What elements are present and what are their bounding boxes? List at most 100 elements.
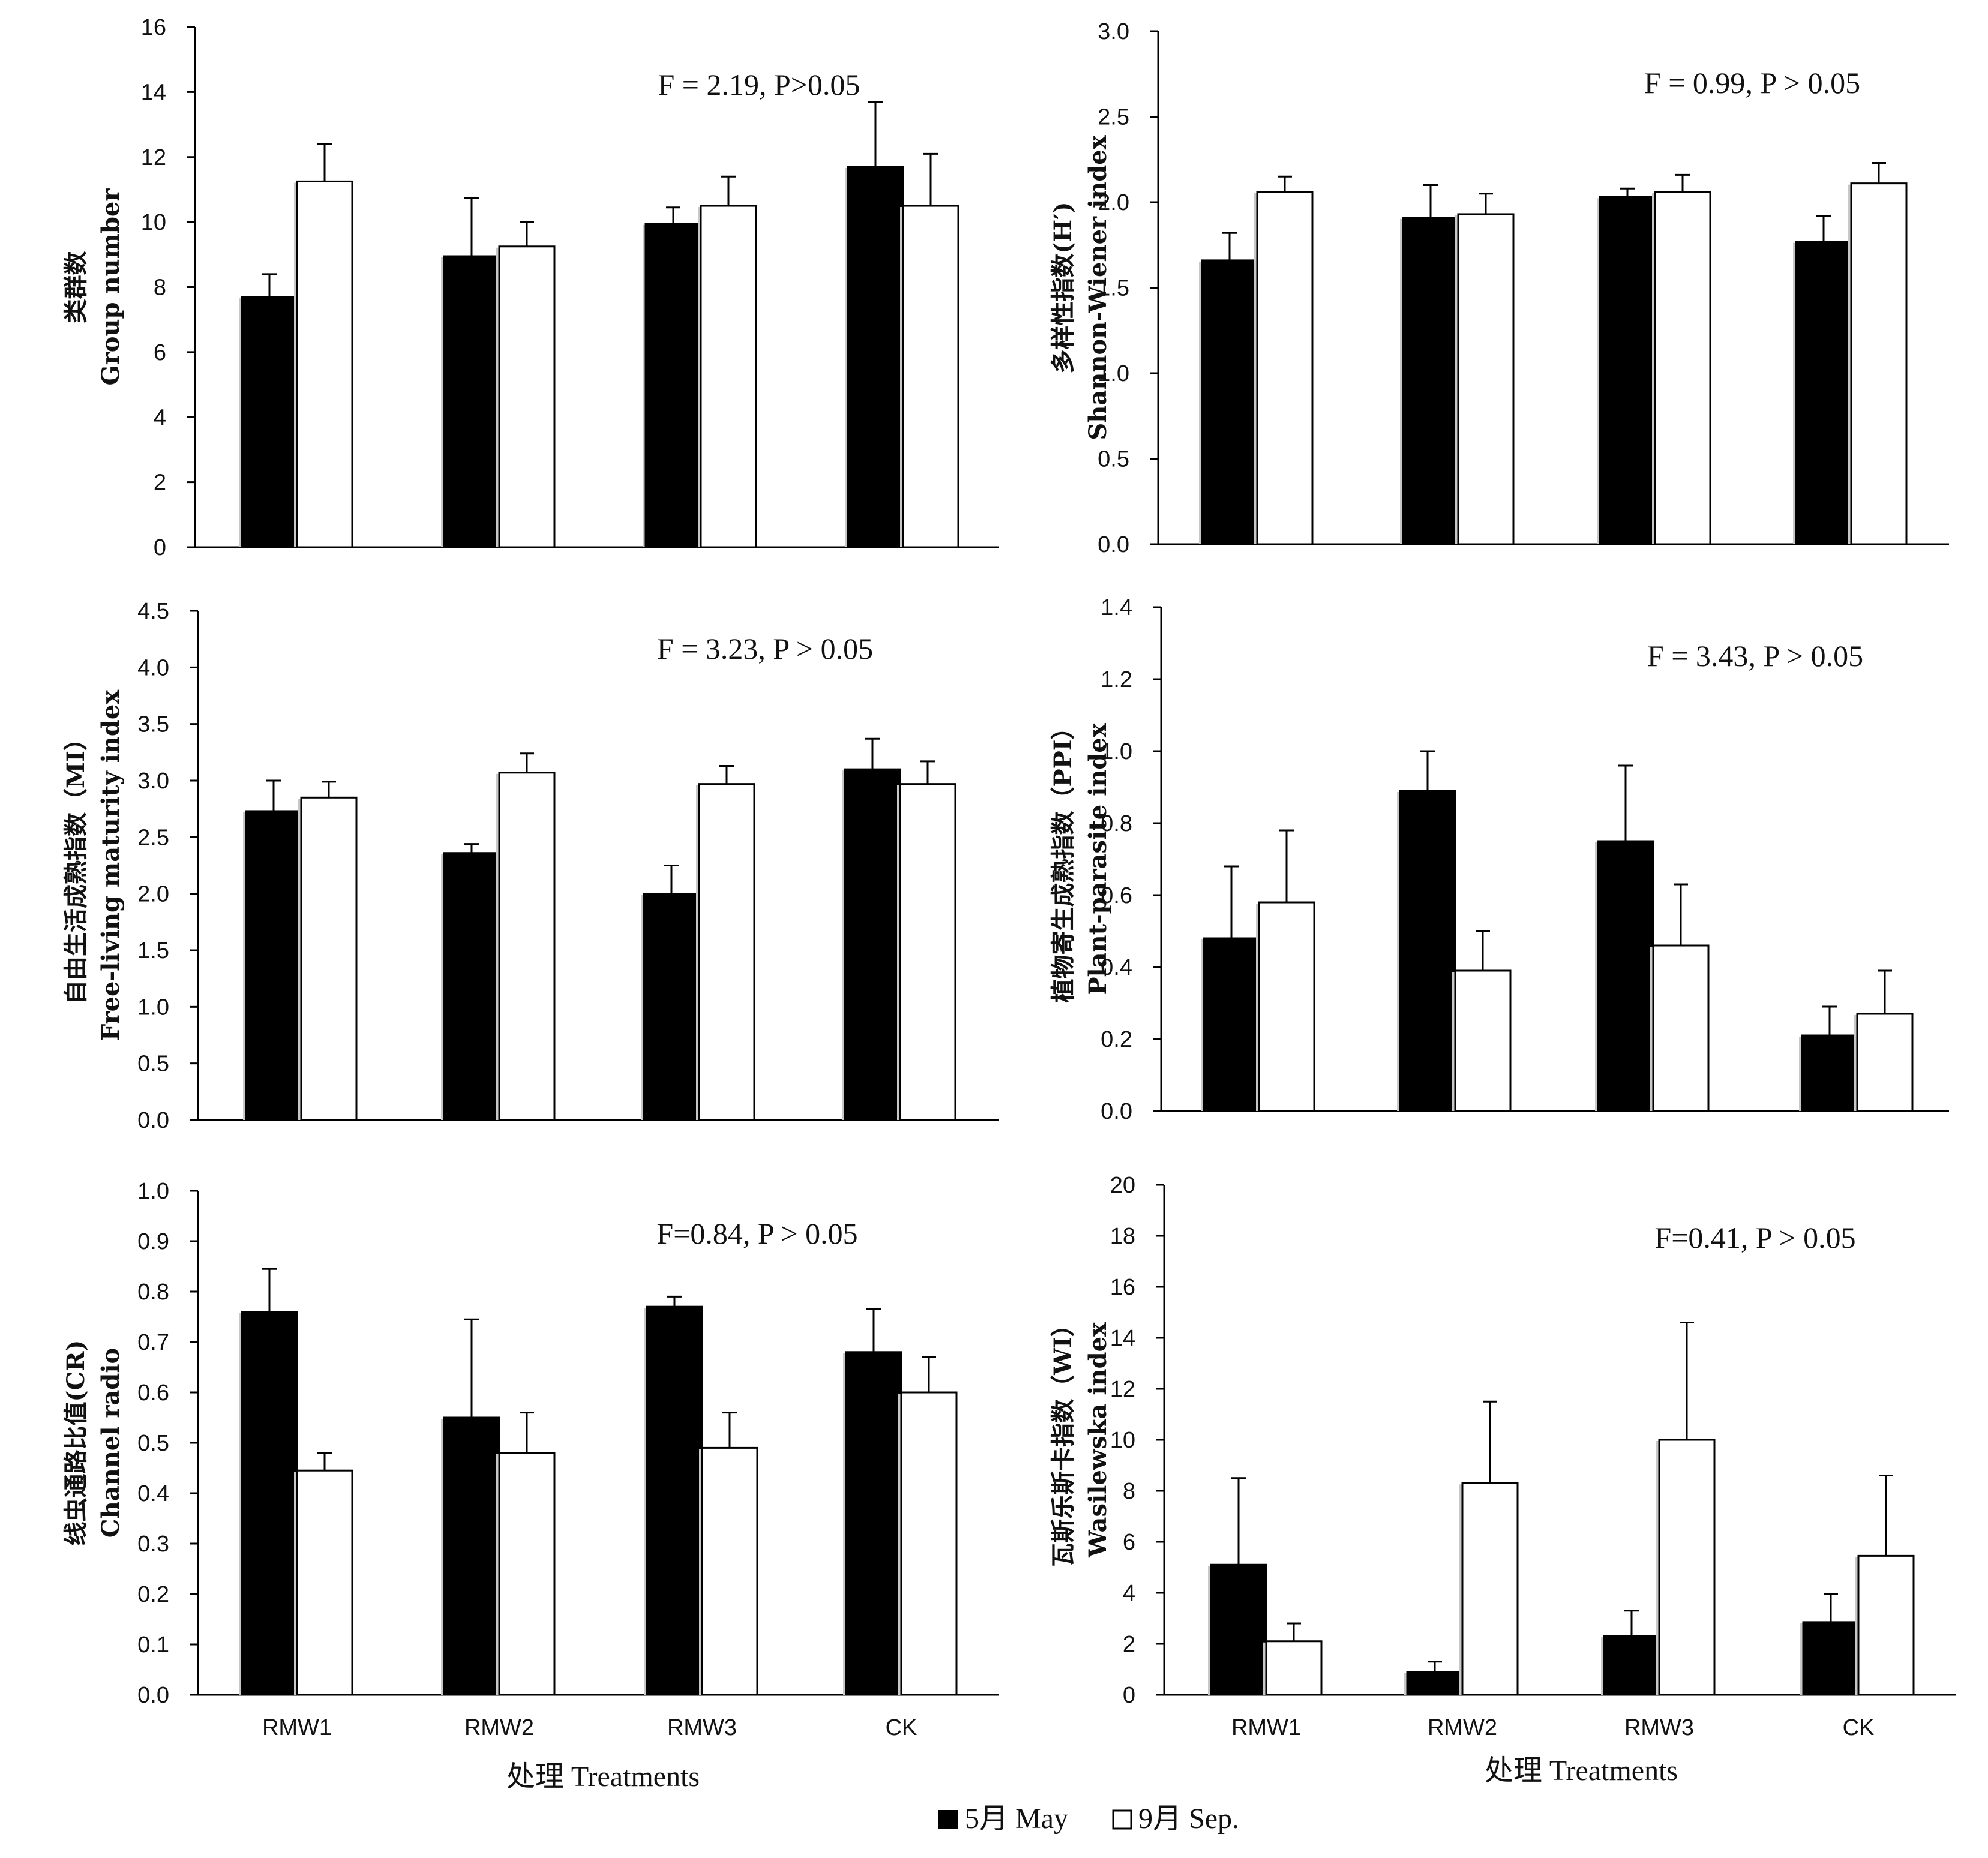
stat-annotation: F=0.41, P > 0.05 (1654, 1221, 1855, 1254)
y-tick-label: 0.9 (137, 1229, 169, 1254)
bar-may-rmw2 (443, 255, 500, 548)
bar-shadow (699, 1449, 702, 1695)
bar-may-rmw3 (1597, 840, 1654, 1112)
bar-shadow (643, 224, 646, 548)
y-tick-label: 12 (1110, 1377, 1135, 1402)
y-axis-label-cn: 植物寄生成熟指数（PPI） (1049, 716, 1077, 1003)
y-axis-label-en: Group number (97, 188, 125, 386)
stat-annotation: F = 2.19, P>0.05 (658, 68, 860, 101)
bar-may-ck (845, 1351, 902, 1696)
bar-sep-rmw2 (1457, 213, 1515, 545)
bar-sep-rmw2 (498, 1452, 556, 1696)
bar-sep-rmw2 (498, 772, 556, 1121)
y-tick-label: 6 (1123, 1530, 1135, 1555)
y-tick-label: 2.5 (137, 825, 169, 850)
bar-may-rmw1 (1203, 937, 1260, 1112)
category-label: RMW1 (1231, 1715, 1301, 1740)
y-tick-label: 14 (1110, 1326, 1135, 1351)
bar-shadow (1459, 1484, 1462, 1695)
bar-shadow (496, 773, 499, 1120)
bar-may-rmw1 (1210, 1563, 1267, 1696)
y-axis-label-en: Wasilewska index (1084, 1322, 1112, 1558)
bar-may-rmw1 (1201, 259, 1258, 545)
bar-shadow (1208, 1566, 1211, 1695)
stat-annotation: F = 0.99, P > 0.05 (1644, 66, 1860, 100)
category-label: CK (1843, 1715, 1875, 1740)
y-axis-label-en: Free-living maturity index (97, 689, 125, 1041)
y-tick-label: 18 (1110, 1224, 1135, 1249)
y-tick-label: 1.5 (1098, 276, 1129, 301)
bar-sep-rmw1 (296, 1469, 353, 1696)
y-tick-label: 0.8 (1101, 811, 1132, 836)
bar-shadow (1595, 842, 1598, 1111)
bar-shadow (842, 770, 845, 1120)
bar-shadow (243, 812, 246, 1120)
bar-may-ck (1795, 241, 1852, 545)
bar-shadow (496, 1454, 499, 1695)
y-tick-label: 4 (1123, 1581, 1135, 1606)
y-tick-label: 0.7 (137, 1330, 169, 1355)
legend-sep-label: 9月 Sep. (1138, 1803, 1239, 1835)
bar-sep-rmw3 (1658, 1439, 1716, 1696)
bar-shadow (496, 247, 499, 547)
y-axis-label-cn: 多样性指数(H′) (1049, 202, 1077, 373)
y-tick-label: 2.0 (1098, 190, 1129, 215)
bar-shadow (1254, 193, 1257, 544)
bar-shadow (1848, 184, 1851, 544)
panels: 0 2 4 6 8 10 12 14 16 F = 2.19, P>0.05 类群数 Group nu… (62, 15, 1956, 1740)
bar-may-ck (844, 768, 901, 1121)
bar-shadow (698, 207, 701, 547)
bar-may-ck (847, 166, 904, 548)
category-label: RMW2 (1428, 1715, 1497, 1740)
y-axis-label: 植物寄生成熟指数（PPI） Plant-parasite index (1049, 716, 1112, 1003)
y-axis-label: 多样性指数(H′) Shannon-Wiener index (1049, 134, 1112, 440)
bar-may-ck (1801, 1034, 1858, 1112)
y-axis-label: 类群数 Group number (62, 188, 125, 386)
bar-shadow (897, 785, 900, 1120)
y-tick-label: 14 (141, 80, 166, 105)
bar-shadow (696, 785, 699, 1120)
bar-sep-rmw3 (701, 1446, 758, 1696)
bar-may-rmw2 (1406, 1671, 1464, 1696)
y-tick-label: 1.0 (1098, 361, 1129, 386)
bar-shadow (641, 895, 644, 1120)
legend-may-swatch (938, 1810, 958, 1829)
bar-may-rmw3 (1599, 196, 1656, 545)
bar-may-rmw2 (443, 852, 500, 1121)
y-tick-label: 4.5 (137, 599, 169, 624)
y-axis-label-cn: 类群数 (62, 251, 90, 323)
chart-panel-5: 0.0 0.1 0.2 0.3 0.4 0.5 0.6 0.7 0.8 0.9 1.0 RMW1 RMW… (62, 1179, 999, 1740)
y-tick-label: 0.6 (1101, 883, 1132, 908)
chart-panel-1: 0 2 4 6 8 10 12 14 16 F = 2.19, P>0.05 类群数 Group nu… (62, 15, 999, 560)
bar-sep-rmw1 (1256, 191, 1314, 545)
bar-may-rmw2 (1402, 217, 1459, 545)
y-axis-label-en: Shannon-Wiener index (1084, 134, 1112, 440)
y-tick-label: 0.3 (137, 1532, 169, 1557)
y-tick-label: 0.0 (1101, 1099, 1132, 1124)
bar-sep-rmw1 (1258, 901, 1315, 1112)
y-axis-label: 瓦斯乐斯卡指数（WI） Wasilewska index (1049, 1313, 1112, 1567)
y-tick-label: 1.0 (137, 995, 169, 1020)
category-label: RMW3 (1624, 1715, 1694, 1740)
bar-shadow (441, 257, 444, 547)
bar-shadow (1263, 1642, 1266, 1695)
y-tick-label: 20 (1110, 1173, 1135, 1198)
bar-shadow (1601, 1637, 1604, 1695)
y-axis-label-en: Plant-parasite index (1084, 722, 1112, 995)
bar-shadow (1400, 218, 1403, 544)
y-tick-label: 1.0 (137, 1179, 169, 1204)
y-tick-label: 2.0 (137, 882, 169, 907)
y-tick-label: 1.2 (1101, 667, 1132, 692)
bar-may-rmw2 (1399, 790, 1456, 1112)
y-tick-label: 3.0 (1098, 19, 1129, 44)
y-tick-label: 0 (154, 535, 166, 560)
y-tick-label: 10 (141, 210, 166, 235)
bar-may-rmw1 (241, 1311, 298, 1696)
bar-shadow (1397, 792, 1400, 1111)
y-tick-label: 4.0 (137, 655, 169, 680)
y-tick-label: 0.5 (137, 1431, 169, 1456)
bar-may-rmw2 (443, 1416, 500, 1696)
bar-sep-ck (899, 783, 956, 1121)
bar-sep-rmw1 (296, 180, 353, 548)
